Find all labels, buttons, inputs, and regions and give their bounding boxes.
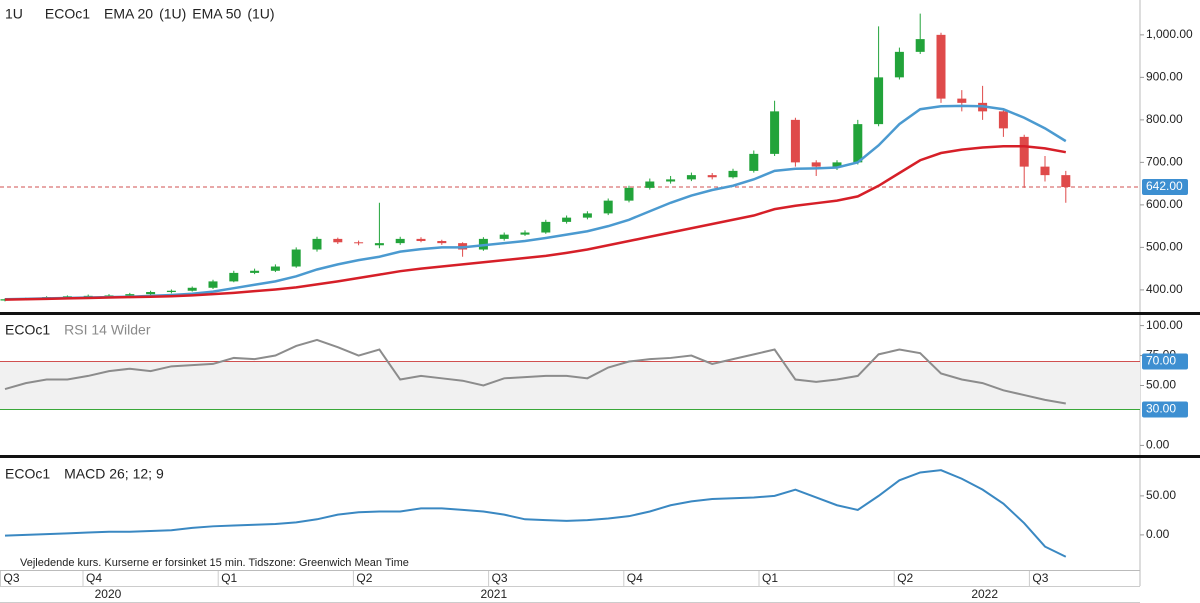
candle-body [915,39,925,52]
legend-name: EMA 20 [104,6,153,22]
candle-body [1019,136,1029,167]
price-badge-label: 30.00 [1146,402,1176,416]
candle-body [395,238,405,244]
candle-body [1040,166,1050,176]
interval-label: 1U [5,6,23,22]
y-tick-label: 50.00 [1146,488,1176,502]
indicator-title: RSI 14 Wilder [64,322,151,338]
candle-body [998,111,1008,129]
price-badge-label: 70.00 [1146,354,1176,368]
candle-body [125,294,135,296]
y-tick-label: 400.00 [1146,282,1183,296]
indicator-line [4,469,1067,558]
pane-separator [0,455,1200,458]
x-tick-label: Q4 [86,571,102,585]
candle-body [749,153,759,171]
y-tick-label: 50.00 [1146,378,1176,392]
ema-line [4,104,1067,301]
candle-body [645,181,655,188]
candle-body [208,281,218,288]
candle-body [250,270,260,273]
price-badge [1142,179,1188,196]
x-tick-label: Q2 [897,571,913,585]
candle-body [624,187,634,201]
candle-body [374,243,384,246]
y-tick-label: 1,000.00 [1146,27,1193,41]
symbol-label: ECOc1 [5,322,50,338]
candle-body [520,232,530,235]
y-tick-label: 0.00 [1146,527,1170,541]
y-tick-label: 900.00 [1146,70,1183,84]
candle-body [957,98,967,103]
x-tick-label: Q4 [627,571,643,585]
candle-body [0,299,10,301]
y-tick-label: 800.00 [1146,112,1183,126]
y-tick-label: 600.00 [1146,197,1183,211]
candle-body [541,221,551,233]
legend-interval: (1U) [159,6,186,22]
candle-body [562,217,572,222]
candle-body [187,287,197,291]
candle-body [853,124,863,163]
price-badge [1142,353,1188,370]
x-tick-label: Q2 [356,571,372,585]
level-band [0,361,1140,410]
candle-body [1061,175,1071,188]
x-tick-label: Q1 [221,571,237,585]
candle-body [333,238,343,243]
candle-body [811,162,821,167]
legend-interval: (1U) [247,6,274,22]
year-label: 2021 [480,587,507,601]
candle-body [894,51,904,78]
candle-body [770,111,780,154]
indicator-line [4,338,1066,405]
candle-body [790,119,800,163]
candle-body [936,34,946,99]
legend-name: EMA 50 [192,6,241,22]
year-label: 2020 [95,587,122,601]
candle-body [146,292,156,295]
symbol-label: ECOc1 [45,6,90,22]
candle-body [499,234,509,239]
candle-body [437,241,447,244]
x-tick-label: Q3 [1032,571,1048,585]
candle-body [686,175,696,180]
y-tick-label: 700.00 [1146,155,1183,169]
x-tick-label: Q3 [4,571,20,585]
candle-body [874,77,884,125]
y-tick-label: 0.00 [1146,438,1170,452]
symbol-label: ECOc1 [5,466,50,482]
x-tick-label: Q3 [492,571,508,585]
candle-body [582,213,592,218]
candle-body [416,238,426,242]
pane-separator [0,312,1200,315]
x-tick-label: Q1 [762,571,778,585]
footnote: Vejledende kurs. Kurserne er forsinket 1… [20,557,409,569]
candle-body [270,266,280,271]
year-label: 2022 [971,587,998,601]
candle-body [166,290,176,293]
candle-body [728,170,738,178]
candle-body [666,179,676,182]
y-tick-label: 100.00 [1146,318,1183,332]
candle-body [291,249,301,267]
price-badge [1142,401,1188,418]
candle-body [707,175,717,178]
candle-body [229,272,239,282]
ema-line [4,144,1067,301]
candle-body [832,162,842,167]
candle-body [354,242,364,244]
indicator-title: MACD 26; 12; 9 [64,466,164,482]
candle-body [312,238,322,250]
price-badge-label: 642.00 [1146,179,1183,193]
y-tick-label: 500.00 [1146,240,1183,254]
candle-body [603,200,613,214]
